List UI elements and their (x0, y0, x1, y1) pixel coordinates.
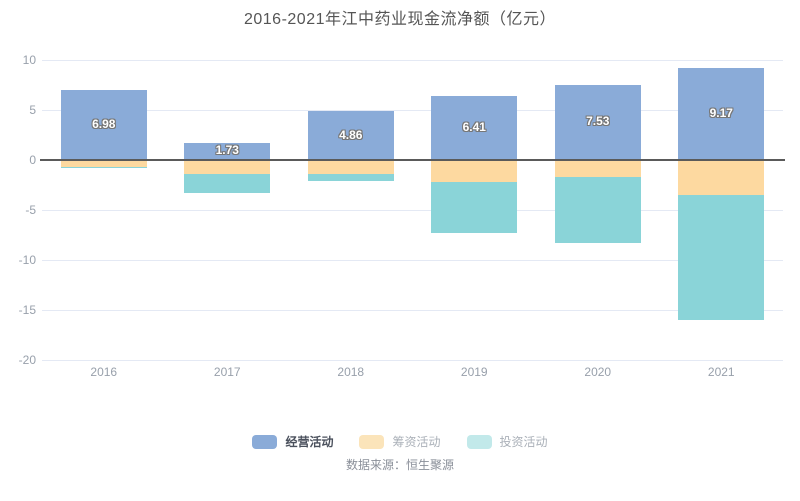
bar-investing-2021[interactable] (678, 195, 765, 320)
bar-financing-2019[interactable] (431, 160, 518, 182)
bar-operating-2021[interactable] (678, 68, 765, 160)
legend-label-operating: 经营活动 (285, 435, 334, 449)
chart-title: 2016-2021年江中药业现金流净额（亿元） (243, 11, 557, 28)
bar-value-label-2019: 6.41 (462, 119, 486, 134)
legend-item-operating[interactable]: 经营活动 (252, 433, 333, 450)
bar-value-label-2020: 7.53 (586, 114, 610, 129)
bar-financing-2017[interactable] (184, 160, 271, 174)
x-axis-tick-label-2019: 2019 (460, 365, 488, 379)
gridline-y--10 (42, 260, 783, 261)
bar-investing-2018[interactable] (307, 174, 394, 181)
legend-label-investing: 投资活动 (499, 435, 548, 449)
operating-swatch-icon (252, 434, 278, 449)
gridline-y--5 (42, 210, 783, 211)
y-axis-tick-label: -10 (18, 253, 36, 267)
bar-value-label-2018: 4.86 (339, 127, 363, 142)
y-axis-tick-label: 10 (22, 53, 36, 67)
bar-financing-2016[interactable] (60, 160, 147, 167)
bar-financing-2020[interactable] (554, 160, 641, 177)
y-axis-tick-label: -15 (18, 303, 36, 317)
y-axis-tick-label: 0 (29, 153, 36, 167)
bar-financing-2018[interactable] (307, 160, 394, 174)
x-axis-tick-label-2020: 2020 (584, 365, 612, 379)
bar-investing-2017[interactable] (184, 174, 271, 193)
bar-operating-2019[interactable] (431, 95, 518, 160)
chart-legend: 经营活动 筹资活动 投资活动 (0, 433, 800, 450)
data-source-note: 数据来源：恒生聚源 (345, 458, 454, 472)
gridline-y--20 (42, 360, 783, 361)
gridline-y--15 (42, 310, 783, 311)
y-axis-tick-label: 5 (29, 103, 36, 117)
gridline-y-10 (42, 60, 783, 61)
investing-swatch-icon (466, 434, 492, 449)
x-axis-tick-label-2021: 2021 (707, 365, 735, 379)
y-axis-tick-label: -5 (25, 203, 36, 217)
x-axis-tick-label-2016: 2016 (90, 365, 118, 379)
zero-axis-line (40, 159, 785, 161)
legend-item-investing[interactable]: 投资活动 (466, 433, 548, 450)
bar-operating-2018[interactable] (307, 111, 394, 160)
bar-operating-2020[interactable] (554, 84, 641, 160)
bar-financing-2021[interactable] (678, 160, 765, 195)
bar-value-label-2016: 6.98 (92, 117, 116, 132)
bar-operating-2017[interactable] (184, 142, 271, 160)
bar-value-label-2021: 9.17 (709, 106, 733, 121)
gridline-y-5 (42, 110, 783, 111)
financing-swatch-icon (359, 434, 385, 449)
bar-investing-2019[interactable] (431, 182, 518, 233)
x-axis-tick-label-2018: 2018 (337, 365, 365, 379)
bar-value-label-2017: 1.73 (215, 143, 239, 158)
y-axis-tick-label: -20 (18, 353, 36, 367)
x-axis-tick-label-2017: 2017 (213, 365, 241, 379)
bar-operating-2016[interactable] (60, 90, 147, 160)
legend-item-financing[interactable]: 筹资活动 (359, 433, 441, 450)
legend-label-financing: 筹资活动 (392, 435, 441, 449)
bar-investing-2020[interactable] (554, 177, 641, 243)
